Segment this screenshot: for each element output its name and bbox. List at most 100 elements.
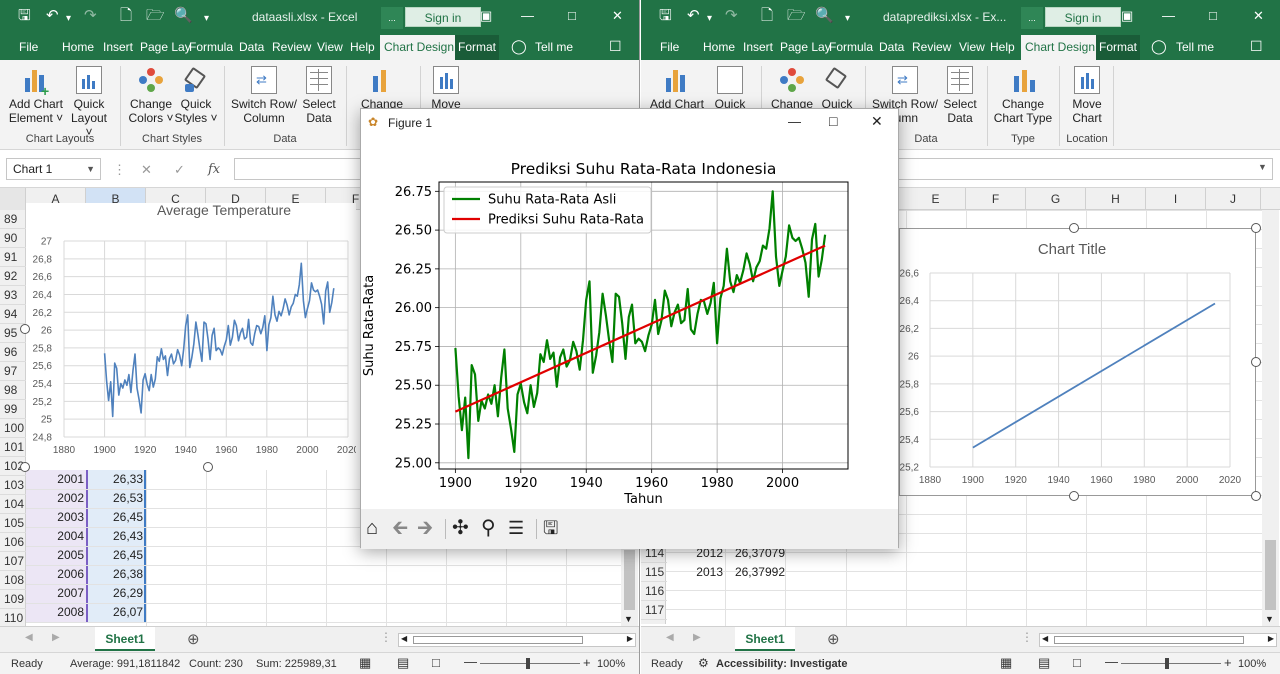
tab-help[interactable]: Help <box>990 40 1015 54</box>
row-header[interactable]: 105 <box>0 514 26 533</box>
cell-temperature[interactable]: 26,45 <box>112 510 143 524</box>
column-header-f[interactable]: F <box>966 188 1026 210</box>
ribbon-display-icon[interactable]: ▣ <box>1121 8 1134 23</box>
home-icon[interactable]: ⌂ <box>366 517 379 539</box>
tab-view[interactable]: View <box>959 40 985 54</box>
customize-qat-icon[interactable]: ▾ <box>845 13 851 24</box>
tab-home[interactable]: Home <box>62 40 95 54</box>
row-header[interactable]: 101 <box>0 438 26 457</box>
scroll-right-icon[interactable]: ▶ <box>626 634 633 643</box>
sign-in-button[interactable]: Sign in <box>405 7 481 27</box>
scroll-thumb[interactable] <box>624 550 635 610</box>
tab-page-layout[interactable]: Page Lay <box>780 40 831 54</box>
open-folder-icon[interactable]: 🗁 <box>787 7 806 24</box>
new-file-icon[interactable]: 🗋 <box>120 7 133 24</box>
maximize-icon[interactable]: □ <box>1209 8 1217 23</box>
zoom-slider[interactable] <box>480 663 580 664</box>
vertical-scrollbar[interactable]: ▼ <box>1262 210 1279 626</box>
zoom-in-icon[interactable]: + <box>1224 655 1232 670</box>
maximize-icon[interactable]: □ <box>568 8 576 23</box>
next-sheet-icon[interactable]: ▶ <box>693 632 701 643</box>
column-header-h[interactable]: H <box>1086 188 1146 210</box>
chart-resize-handle[interactable] <box>20 462 30 472</box>
add-chart-element-button[interactable]: + Add Chart Element ˅ <box>8 66 64 125</box>
search-button[interactable]: ... <box>1021 7 1043 29</box>
row-header[interactable]: 91 <box>0 248 26 267</box>
lightbulb-icon[interactable]: ◯ <box>511 38 527 54</box>
undo-dropdown-icon[interactable]: ▾ <box>66 13 72 24</box>
horizontal-scrollbar[interactable]: ◀ ▶ <box>1039 633 1277 647</box>
select-all-button[interactable] <box>0 188 26 210</box>
cell-temperature[interactable]: 26,07 <box>112 605 143 619</box>
move-chart-button[interactable]: Move Chart <box>1065 66 1109 125</box>
zoom-slider-thumb[interactable] <box>526 658 530 669</box>
cell-year[interactable]: 2001 <box>57 472 84 486</box>
tab-file[interactable]: File <box>19 40 39 54</box>
page-break-view-icon[interactable]: □ <box>1073 655 1081 670</box>
normal-view-icon[interactable]: ▦ <box>1000 655 1013 670</box>
close-icon[interactable]: ✕ <box>612 8 623 23</box>
column-header-e[interactable]: E <box>906 188 966 210</box>
open-folder-icon[interactable]: 🗁 <box>146 7 165 24</box>
select-data-button[interactable]: Select Data <box>298 66 340 125</box>
change-colors-button[interactable]: Change Colors ˅ <box>126 66 176 125</box>
sign-in-button[interactable]: Sign in <box>1045 7 1121 27</box>
scroll-left-icon[interactable]: ◀ <box>401 634 408 643</box>
name-box-dropdown-icon[interactable]: ▼ <box>86 164 95 174</box>
tab-insert[interactable]: Insert <box>103 40 134 54</box>
lightbulb-icon[interactable]: ◯ <box>1151 38 1167 54</box>
row-header[interactable]: 94 <box>0 305 26 324</box>
print-preview-icon[interactable]: 🔍 <box>174 7 193 24</box>
chart-resize-handle[interactable] <box>1251 491 1261 501</box>
chart-resize-handle[interactable] <box>1251 223 1261 233</box>
row-header[interactable]: 102 <box>0 457 26 476</box>
name-box[interactable]: Chart 1 ▼ <box>6 158 101 180</box>
enter-icon[interactable]: ✓ <box>174 162 185 177</box>
h-scroll-thumb[interactable] <box>413 636 583 644</box>
add-sheet-icon[interactable]: ⊕ <box>187 631 200 648</box>
tab-chart-design[interactable]: Chart Design <box>1021 35 1100 60</box>
zoom-level[interactable]: 100% <box>597 658 626 670</box>
column-header-e[interactable]: E <box>266 188 326 210</box>
chart-resize-handle[interactable] <box>1251 357 1261 367</box>
minimize-icon[interactable]: — <box>1162 8 1175 23</box>
minimize-icon[interactable]: — <box>788 114 801 129</box>
excel-chart-average-temperature[interactable]: Average Temperature 24,8 25 25,2 25,4 25,6 25,… <box>26 202 360 465</box>
select-data-button[interactable]: Select Data <box>939 66 981 125</box>
zoom-slider-thumb[interactable] <box>1165 658 1169 669</box>
cell-year[interactable]: 2013 <box>696 565 723 579</box>
row-header[interactable]: 115 <box>641 563 667 582</box>
tab-page-layout[interactable]: Page Lay <box>140 40 191 54</box>
add-chart-element-button[interactable]: Add Chart <box>649 66 705 111</box>
change-chart-type-button[interactable]: Change Chart Type <box>991 66 1055 125</box>
pan-icon[interactable]: ✣ <box>452 517 469 539</box>
row-header[interactable]: 110 <box>0 609 26 626</box>
close-icon[interactable]: ✕ <box>871 113 883 129</box>
cell-temperature[interactable]: 26,33 <box>112 472 143 486</box>
normal-view-icon[interactable]: ▦ <box>359 655 372 670</box>
cell-temperature[interactable]: 26,53 <box>112 491 143 505</box>
cancel-icon[interactable]: ✕ <box>141 162 152 177</box>
page-break-view-icon[interactable]: □ <box>432 655 440 670</box>
chart-resize-handle[interactable] <box>1069 491 1079 501</box>
cell-temperature[interactable]: 26,38 <box>112 567 143 581</box>
cell-prediction[interactable]: 26,37079 <box>734 546 785 560</box>
row-header[interactable]: 103 <box>0 476 26 495</box>
prev-sheet-icon[interactable]: ◀ <box>666 632 674 643</box>
quick-layout-button[interactable]: Quick <box>707 66 753 111</box>
change-chart-type-button[interactable]: Change <box>356 66 408 111</box>
save-figure-icon[interactable]: 🖫 <box>543 518 559 538</box>
tab-split-icon[interactable]: ⋮ <box>380 630 392 644</box>
quick-styles-button[interactable]: Quick Styles ˅ <box>174 66 218 125</box>
quick-styles-button[interactable]: Quick <box>815 66 859 111</box>
column-header-i[interactable]: I <box>1146 188 1206 210</box>
scroll-thumb[interactable] <box>1265 540 1276 610</box>
cell-year[interactable]: 2004 <box>57 529 84 543</box>
cell-temperature[interactable]: 26,29 <box>112 586 143 600</box>
zoom-out-icon[interactable]: — <box>1105 654 1118 669</box>
row-header[interactable]: 100 <box>0 419 26 438</box>
row-header[interactable]: 117 <box>641 601 667 620</box>
forward-arrow-icon[interactable]: 🡲 <box>417 517 434 539</box>
row-header[interactable]: 108 <box>0 571 26 590</box>
row-header[interactable]: 96 <box>0 343 26 362</box>
